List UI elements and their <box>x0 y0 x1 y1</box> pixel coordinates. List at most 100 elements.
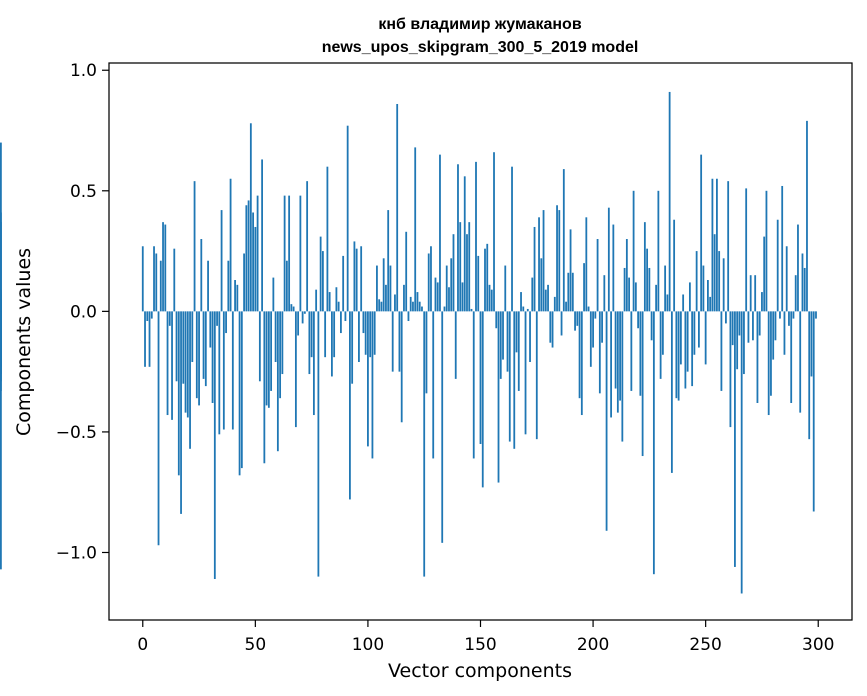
bar-5 <box>153 246 155 312</box>
bar-176 <box>538 217 540 312</box>
bar-12 <box>168 311 171 326</box>
bar-257 <box>720 311 723 391</box>
bar-63 <box>283 195 286 312</box>
bar-126 <box>425 311 428 394</box>
bar-265 <box>738 311 741 336</box>
bar-24 <box>195 311 198 399</box>
bar-210 <box>614 311 617 389</box>
bar-134 <box>443 306 446 312</box>
bar-66 <box>290 304 293 312</box>
bar-222 <box>641 311 644 457</box>
bar-55 <box>265 311 268 406</box>
bar-182 <box>551 311 554 348</box>
bar-135 <box>445 265 448 312</box>
bar-64 <box>285 260 288 312</box>
bar-series <box>0 91 817 594</box>
bar-208 <box>610 311 612 418</box>
bar-87 <box>337 301 340 312</box>
bar-85 <box>333 311 336 358</box>
bar-112 <box>394 294 396 312</box>
bar-251 <box>707 280 709 312</box>
bar-178 <box>542 210 545 312</box>
bar-29 <box>207 260 209 312</box>
bar-213 <box>621 311 624 442</box>
bar-168 <box>520 292 522 312</box>
bar-23 <box>193 181 196 312</box>
bar-127 <box>427 253 430 312</box>
bar-25 <box>198 311 200 406</box>
bar-49 <box>252 212 254 312</box>
bar-41 <box>234 280 236 312</box>
bar-17 <box>180 311 182 514</box>
bar-270 <box>749 275 752 312</box>
bar-161 <box>504 265 507 312</box>
bar-144 <box>466 234 468 312</box>
bar-83 <box>328 292 331 312</box>
bar-1 <box>144 311 146 367</box>
y-tick-label: 0.0 <box>70 302 97 322</box>
y-tick-label: −1.0 <box>56 543 97 563</box>
bar-269 <box>747 311 750 343</box>
bar-21 <box>189 311 191 449</box>
bar-240 <box>682 294 685 312</box>
bar-93 <box>351 311 354 384</box>
bar-68 <box>294 311 297 428</box>
bar-0 <box>141 246 144 312</box>
bar-249 <box>702 265 705 312</box>
bar-13 <box>171 311 173 420</box>
bar-78 <box>317 311 320 577</box>
bar-101 <box>369 311 372 358</box>
bar-154 <box>488 284 491 312</box>
bar-250 <box>704 311 707 365</box>
bar-106 <box>380 301 383 312</box>
bar-174 <box>533 226 536 312</box>
bar-148 <box>475 161 477 312</box>
bar-226 <box>650 311 653 341</box>
bar-34 <box>218 311 221 435</box>
y-tick-label: −0.5 <box>56 423 97 443</box>
bar-2 <box>146 311 149 322</box>
bar-75 <box>310 311 313 358</box>
bar-164 <box>511 166 513 312</box>
bar-253 <box>711 178 714 312</box>
bar-204 <box>601 311 603 343</box>
bar-undefined <box>0 311 2 382</box>
bar-151 <box>481 311 484 488</box>
bar-246 <box>695 251 698 312</box>
bar-198 <box>587 306 590 312</box>
bar-221 <box>639 311 642 396</box>
bar-10 <box>164 224 167 312</box>
bar-20 <box>186 311 189 418</box>
bar-98 <box>362 311 365 334</box>
bar-165 <box>513 311 516 449</box>
bar-140 <box>457 164 459 312</box>
bar-9 <box>162 222 164 312</box>
bar-207 <box>607 207 610 312</box>
bar-138 <box>452 234 455 312</box>
bar-206 <box>605 311 608 531</box>
bar-4 <box>150 311 153 319</box>
x-tick-label: 50 <box>245 635 267 655</box>
bar-223 <box>643 222 646 312</box>
bar-186 <box>560 311 563 336</box>
chart-title-line-2: news_upos_skipgram_300_5_2019 model <box>322 39 639 56</box>
bar-92 <box>349 311 351 500</box>
bar-152 <box>484 248 486 312</box>
bar-100 <box>367 311 369 447</box>
bar-57 <box>270 311 273 391</box>
bar-99 <box>364 311 367 355</box>
bar-40 <box>231 311 234 430</box>
bar-65 <box>288 195 291 312</box>
bar-278 <box>767 311 770 416</box>
bar-109 <box>387 210 390 312</box>
bar-131 <box>436 282 439 312</box>
bar-166 <box>515 311 518 353</box>
bar-200 <box>592 311 594 348</box>
bar-192 <box>574 311 576 331</box>
bar-188 <box>565 301 567 312</box>
x-tick-label: 200 <box>577 635 609 655</box>
bar-105 <box>378 299 381 312</box>
bar-225 <box>648 267 651 312</box>
bar-undefined <box>0 311 2 570</box>
bar-233 <box>666 294 669 312</box>
